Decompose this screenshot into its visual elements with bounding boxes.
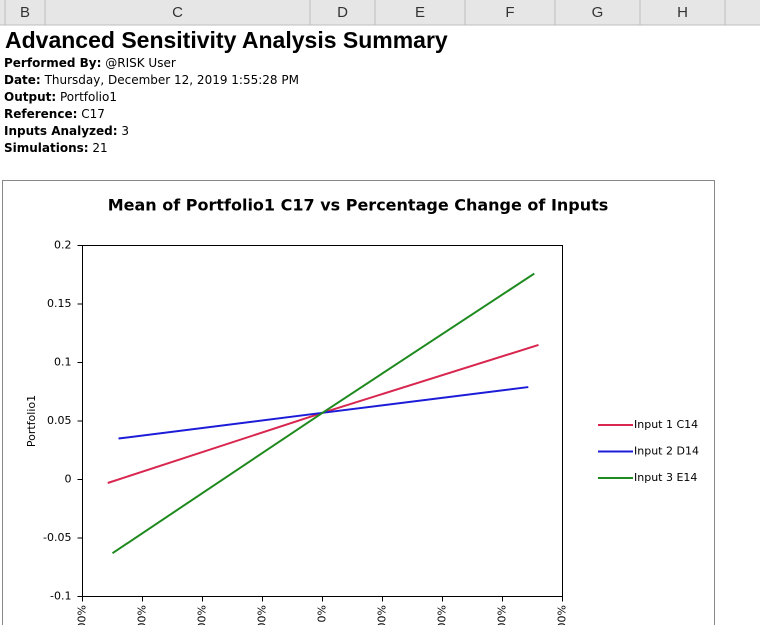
field-value: Portfolio1 [60, 90, 117, 104]
field-label: Simulations: [4, 141, 89, 155]
chart-title: Mean of Portfolio1 C17 vs Percentage Cha… [108, 196, 609, 215]
report-field: Reference: C17 [4, 107, 105, 121]
column-header: G [592, 4, 604, 21]
field-label: Output: [4, 90, 56, 104]
report-field: Output: Portfolio1 [4, 90, 117, 104]
y-tick-label: 0.05 [47, 414, 72, 427]
report-field: Date: Thursday, December 12, 2019 1:55:2… [4, 73, 299, 87]
y-tick-label: -0.05 [43, 531, 71, 544]
x-tick-label: -100% [256, 605, 269, 625]
x-tick-label: -200% [196, 605, 209, 625]
report-field: Inputs Analyzed: 3 [4, 124, 129, 138]
column-header: C [172, 4, 183, 21]
field-value: 21 [92, 141, 107, 155]
x-tick-label: -400% [76, 605, 89, 625]
x-tick-label: 100% [376, 605, 389, 625]
report-title: Advanced Sensitivity Analysis Summary [5, 27, 448, 53]
field-label: Date: [4, 73, 41, 87]
field-label: Inputs Analyzed: [4, 124, 118, 138]
legend-label: Input 2 D14 [634, 445, 699, 458]
column-header-bar [0, 0, 760, 25]
field-value: Thursday, December 12, 2019 1:55:28 PM [44, 73, 299, 87]
x-tick-label: -300% [136, 605, 149, 625]
column-header: B [20, 4, 30, 21]
y-tick-label: 0.15 [47, 297, 72, 310]
y-tick-label: -0.1 [50, 590, 71, 603]
x-tick-label: 300% [496, 605, 509, 625]
field-value: C17 [81, 107, 105, 121]
x-tick-label: 400% [556, 605, 569, 625]
chart-frame [2, 180, 715, 625]
column-header: E [415, 4, 425, 21]
field-label: Reference: [4, 107, 77, 121]
series-line [111, 272, 535, 555]
y-axis-label: Portfolio1 [25, 395, 38, 447]
field-value: 3 [121, 124, 129, 138]
report-field: Performed By: @RISK User [4, 56, 176, 70]
field-label: Performed By: [4, 56, 101, 70]
column-header: F [505, 4, 514, 21]
x-tick-label: 200% [436, 605, 449, 625]
field-value: @RISK User [105, 56, 176, 70]
legend-label: Input 3 E14 [634, 471, 697, 484]
y-tick-label: 0.1 [54, 356, 72, 369]
column-header: H [677, 4, 688, 21]
column-header: D [337, 4, 348, 21]
x-tick-label: 0% [316, 605, 329, 622]
report-field: Simulations: 21 [4, 141, 108, 155]
y-tick-label: 0 [65, 473, 72, 486]
y-tick-label: 0.2 [54, 239, 72, 252]
legend-label: Input 1 C14 [634, 418, 698, 431]
